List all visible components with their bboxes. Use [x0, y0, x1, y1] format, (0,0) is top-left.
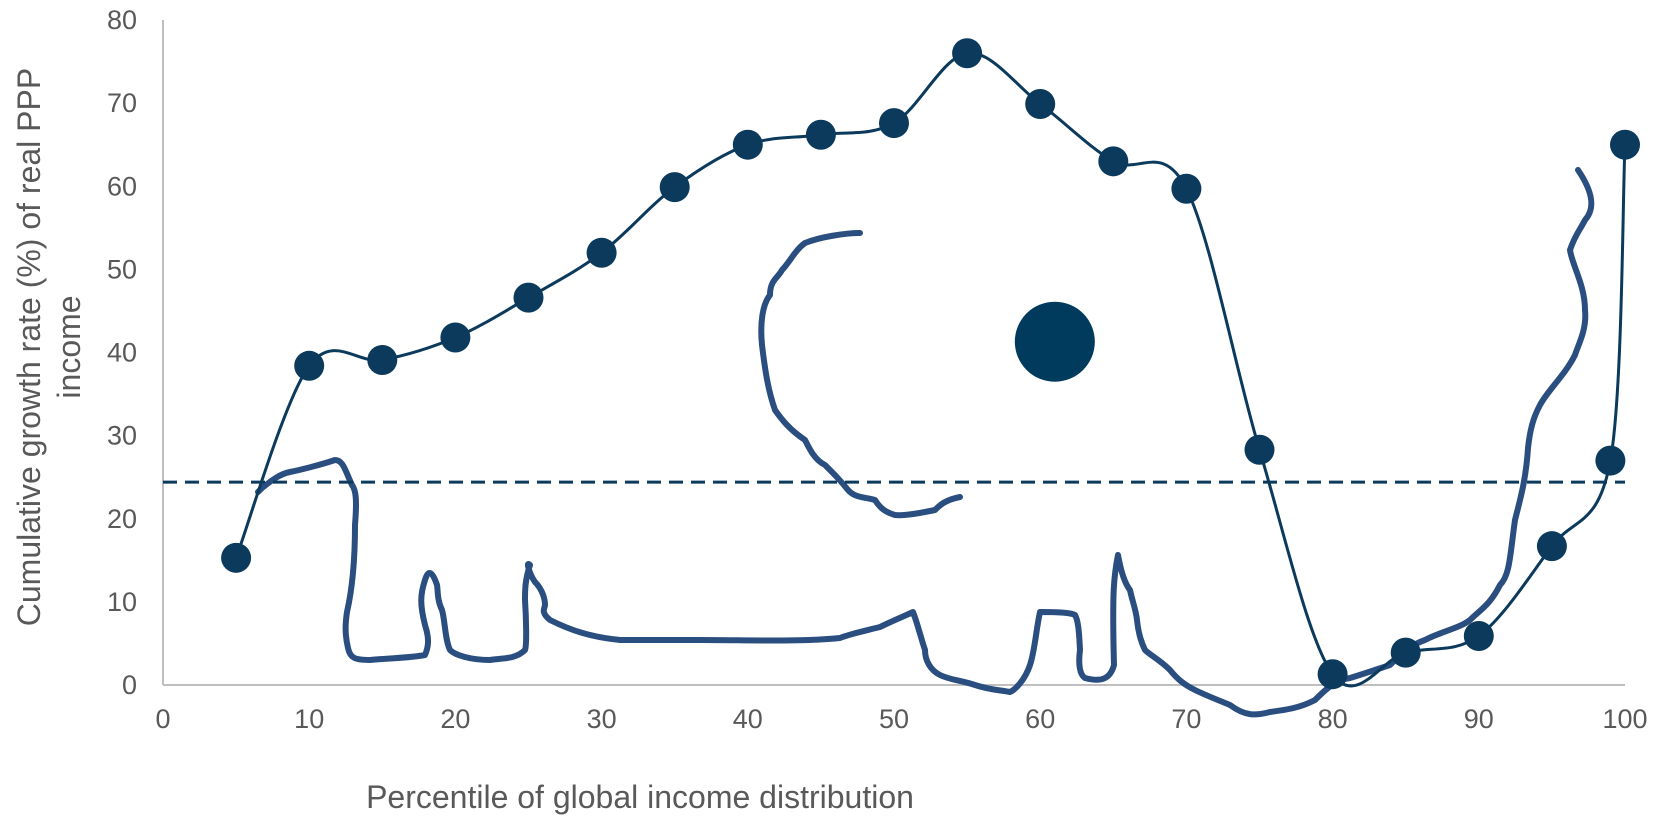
- elephant-trunk: [255, 167, 1595, 718]
- y-tick-label: 60: [107, 171, 137, 201]
- data-point: [879, 108, 909, 139]
- y-axis-title: Cumulative growth rate (%) of real PPP i…: [11, 68, 87, 626]
- data-point: [1317, 659, 1348, 690]
- growth-series: [221, 38, 1640, 690]
- tick-labels: 0 10 20 30 40 50 60 70 80 90 100 0 10 20 30 40 50 60 70 80: [107, 5, 1648, 734]
- data-point: [1171, 173, 1202, 204]
- data-point: [221, 542, 252, 573]
- axes: [162, 20, 1625, 686]
- x-tick-label: 60: [1025, 704, 1055, 734]
- y-tick-label: 70: [107, 88, 137, 118]
- data-point: [586, 237, 617, 268]
- y-tick-label: 20: [107, 504, 137, 534]
- x-tick-label: 0: [155, 704, 170, 734]
- x-tick-label: 90: [1464, 704, 1494, 734]
- data-point: [1244, 434, 1275, 465]
- y-axis-title-line-1: Cumulative growth rate (%) of real PPP: [11, 68, 47, 626]
- elephant-eye: [1014, 301, 1095, 382]
- x-tick-label: 40: [733, 704, 763, 734]
- data-point: [952, 38, 983, 69]
- data-point: [1390, 637, 1421, 668]
- x-tick-label: 10: [294, 704, 324, 734]
- x-axis-title: Percentile of global income distribution: [366, 779, 914, 815]
- x-tick-label: 20: [440, 704, 470, 734]
- y-tick-label: 30: [107, 421, 137, 451]
- y-tick-label: 40: [107, 338, 137, 368]
- data-point: [805, 119, 836, 150]
- x-tick-label: 70: [1171, 704, 1201, 734]
- data-point: [1025, 88, 1056, 119]
- data-point: [513, 282, 544, 313]
- x-tick-label: 30: [587, 704, 617, 734]
- data-point: [1595, 445, 1626, 476]
- series-line: [234, 51, 1627, 688]
- elephant-outline-decoration: [255, 167, 1595, 718]
- y-tick-label: 50: [107, 254, 137, 284]
- y-tick-label: 80: [107, 5, 137, 35]
- data-point: [659, 172, 690, 203]
- y-axis-title-line-2: income: [51, 295, 87, 398]
- x-tick-label: 80: [1318, 704, 1348, 734]
- data-point: [294, 350, 325, 381]
- x-tick-label: 100: [1602, 704, 1647, 734]
- data-point: [1098, 146, 1129, 177]
- y-tick-label: 0: [122, 670, 137, 700]
- data-point: [732, 129, 763, 160]
- data-point: [367, 344, 398, 375]
- y-tick-label: 10: [107, 587, 137, 617]
- x-tick-label: 50: [879, 704, 909, 734]
- data-point: [440, 322, 471, 353]
- data-point: [1536, 531, 1567, 562]
- data-point: [1610, 129, 1640, 160]
- elephant-ear: [758, 230, 963, 519]
- data-point: [1463, 620, 1494, 651]
